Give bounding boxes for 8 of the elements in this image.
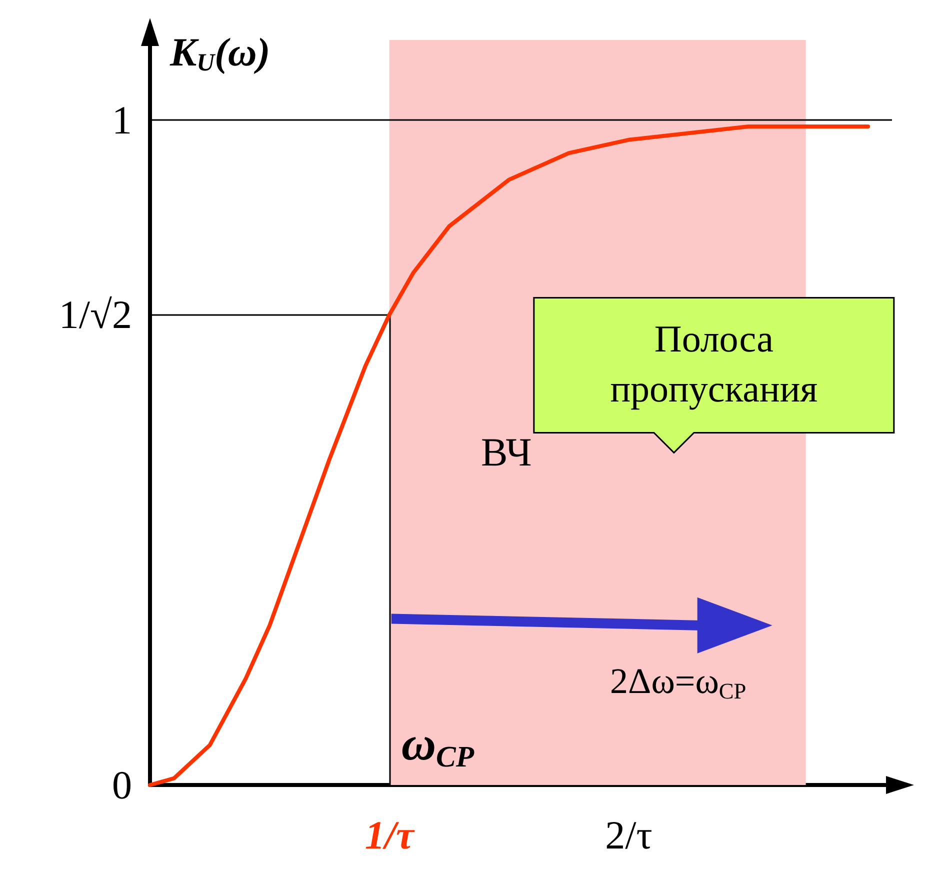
y-tick-label: 1/√2 xyxy=(58,292,132,338)
y-tick-label: 0 xyxy=(112,762,132,808)
annotation: Полоса пропускания xyxy=(610,318,818,411)
y-tick-label: 1 xyxy=(112,97,132,142)
x-tick-label: 2/τ xyxy=(605,812,652,858)
x-tick-label: 1/τ xyxy=(364,812,416,858)
annotation: ВЧ xyxy=(481,430,532,475)
line-series xyxy=(148,124,870,787)
